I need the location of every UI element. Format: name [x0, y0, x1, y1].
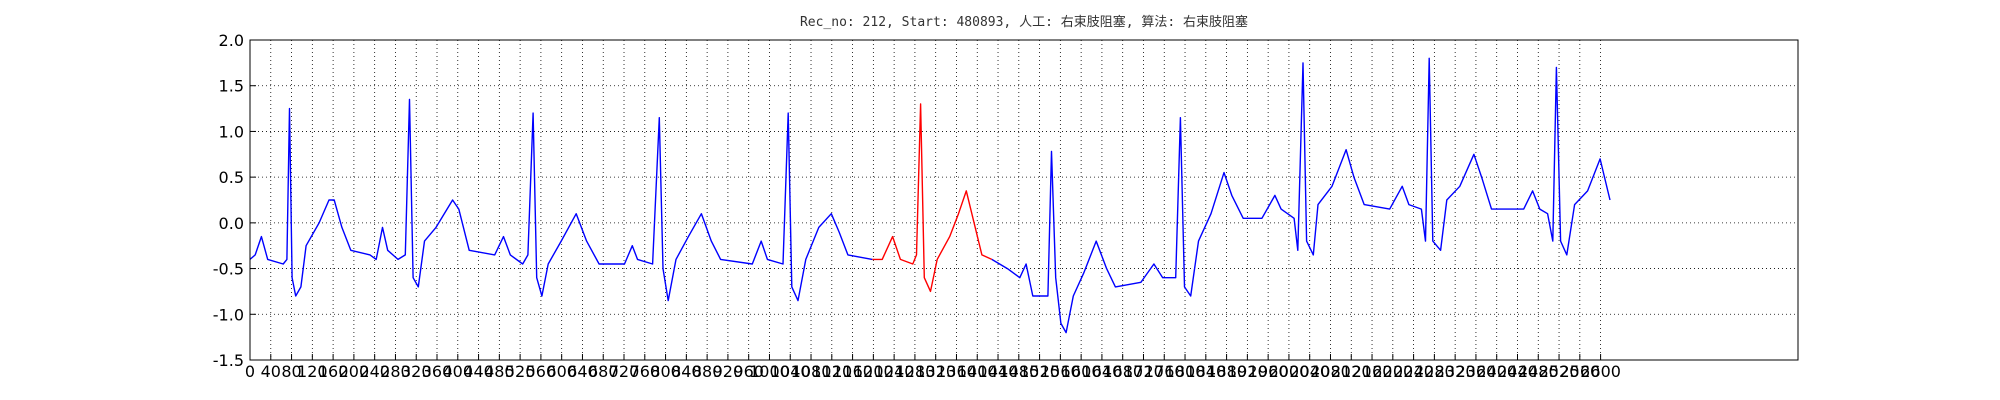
y-tick-label: -1.5 [213, 351, 244, 370]
x-tick-label: 480 [484, 362, 515, 381]
x-tick-label: 2080 [1310, 362, 1351, 381]
y-tick-label: 1.0 [219, 122, 244, 141]
x-tick-label: 440 [463, 362, 494, 381]
x-tick-label: 1520 [1019, 362, 1060, 381]
x-tick-label: 360 [422, 362, 453, 381]
x-tick-label: 2000 [1269, 362, 1310, 381]
x-tick-label: 880 [692, 362, 723, 381]
x-tick-label: 2400 [1476, 362, 1517, 381]
x-tick-label: 1280 [895, 362, 936, 381]
x-tick-label: 2240 [1393, 362, 1434, 381]
x-tick-label: 2600 [1580, 362, 1621, 381]
x-tick-label: 1160 [832, 362, 873, 381]
x-tick-label: 1600 [1061, 362, 1102, 381]
x-tick-label: 1120 [811, 362, 852, 381]
x-tick-label: 560 [526, 362, 557, 381]
ecg-line [249, 57, 1611, 334]
x-tick-label: 1680 [1102, 362, 1143, 381]
y-tick-label: 1.5 [219, 77, 244, 96]
ecg-line [872, 103, 993, 293]
x-tick-label: 2200 [1372, 362, 1413, 381]
x-tick-label: 960 [733, 362, 764, 381]
x-tick-label: 1880 [1206, 362, 1247, 381]
x-tick-label: 840 [671, 362, 702, 381]
y-tick-label: -0.5 [213, 260, 244, 279]
x-tick-label: 2160 [1352, 362, 1393, 381]
chart-title: Rec_no: 212, Start: 480893, 人工: 右束肢阻塞, 算… [800, 14, 1248, 30]
x-tick-label: 0 [245, 362, 255, 381]
x-tick-label: 680 [588, 362, 619, 381]
x-tick-label: 2280 [1414, 362, 1455, 381]
x-tick-label: 720 [609, 362, 640, 381]
x-tick-label: 80 [281, 362, 301, 381]
x-tick-label: 320 [401, 362, 432, 381]
x-tick-label: 1400 [957, 362, 998, 381]
x-tick-label: 400 [443, 362, 474, 381]
x-tick-label: 1480 [998, 362, 1039, 381]
x-tick-label: 920 [713, 362, 744, 381]
x-tick-label: 1240 [874, 362, 915, 381]
x-tick-label: 1200 [853, 362, 894, 381]
plot-frame [249, 39, 1799, 361]
x-tick-label: 2320 [1435, 362, 1476, 381]
x-tick-label: 1000 [749, 362, 790, 381]
x-tick-label: 2040 [1289, 362, 1330, 381]
x-tick-label: 1760 [1144, 362, 1185, 381]
x-tick-label: 2120 [1331, 362, 1372, 381]
x-tick-label: 2440 [1497, 362, 1538, 381]
x-tick-label: 40 [261, 362, 281, 381]
x-tick-label: 160 [318, 362, 349, 381]
x-tick-label: 1560 [1040, 362, 1081, 381]
x-tick-label: 200 [339, 362, 370, 381]
x-tick-label: 2360 [1456, 362, 1497, 381]
x-tick-label: 1440 [978, 362, 1019, 381]
x-tick-label: 2480 [1518, 362, 1559, 381]
x-tick-label: 1080 [791, 362, 832, 381]
x-tick-label: 600 [546, 362, 577, 381]
y-tick-label: 2.0 [219, 31, 244, 50]
x-tick-label: 800 [650, 362, 681, 381]
x-tick-label: 1840 [1185, 362, 1226, 381]
x-tick-label: 520 [505, 362, 536, 381]
x-tick-label: 280 [380, 362, 411, 381]
x-tick-label: 2520 [1539, 362, 1580, 381]
x-tick-label: 1640 [1082, 362, 1123, 381]
x-tick-label: 120 [297, 362, 328, 381]
x-tick-label: 1800 [1165, 362, 1206, 381]
x-tick-label: 760 [630, 362, 661, 381]
x-tick-label: 1040 [770, 362, 811, 381]
y-tick-label: 0.0 [219, 214, 244, 233]
x-tick-label: 1960 [1248, 362, 1289, 381]
x-tick-label: 1920 [1227, 362, 1268, 381]
x-tick-label: 240 [359, 362, 390, 381]
y-tick-label: -1.0 [213, 305, 244, 324]
y-tick-label: 0.5 [219, 168, 244, 187]
x-tick-label: 1360 [936, 362, 977, 381]
x-tick-label: 1320 [915, 362, 956, 381]
x-tick-label: 1720 [1123, 362, 1164, 381]
x-tick-label: 2560 [1559, 362, 1600, 381]
x-tick-label: 640 [567, 362, 598, 381]
